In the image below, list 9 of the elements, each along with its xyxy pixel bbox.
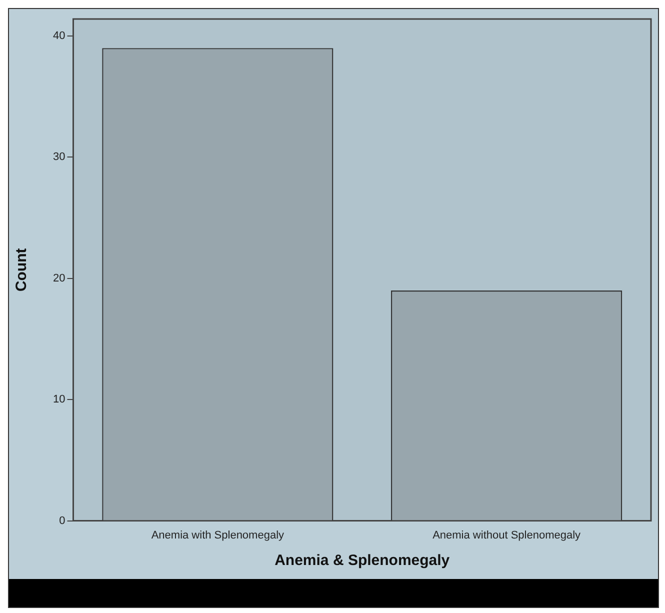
y-tick-label: 30 bbox=[52, 151, 66, 164]
x-tick-label: Anemia without Splenomegaly bbox=[432, 529, 582, 542]
y-tick-label: 0 bbox=[59, 514, 66, 527]
x-axis-title: Anemia & Splenomegaly bbox=[274, 552, 450, 570]
x-tick-label: Anemia with Splenomegaly bbox=[151, 529, 285, 542]
y-tick-label: 10 bbox=[52, 394, 66, 406]
y-tick-label: 20 bbox=[52, 272, 66, 284]
y-axis-title: Count bbox=[13, 248, 30, 292]
y-tick-label: 40 bbox=[52, 30, 66, 42]
